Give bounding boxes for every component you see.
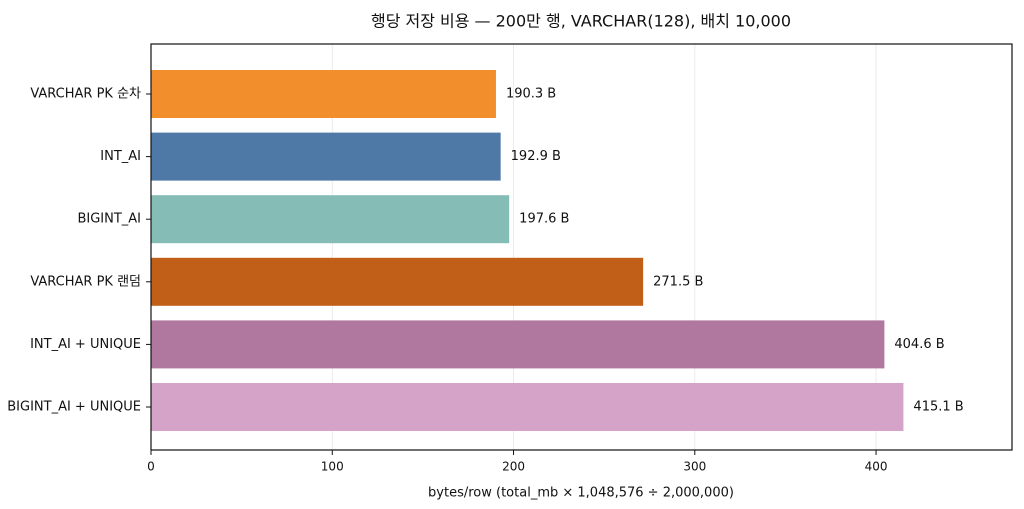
value-label: 192.9 B — [511, 149, 561, 164]
bar — [151, 383, 904, 431]
bar — [151, 257, 644, 306]
bar — [151, 195, 510, 244]
value-label: 415.1 B — [913, 400, 963, 415]
value-label: 197.6 B — [519, 212, 569, 227]
y-tick-label: INT_AI + UNIQUE — [30, 337, 141, 352]
value-label: 271.5 B — [653, 274, 703, 289]
bar — [151, 70, 496, 118]
y-tick-label: VARCHAR PK 랜덤 — [30, 274, 141, 289]
x-tick-label: 200 — [502, 460, 525, 474]
x-tick-label: 0 — [147, 460, 155, 474]
y-tick-label: INT_AI — [100, 149, 141, 164]
bar — [151, 132, 501, 181]
plot-frame — [150, 43, 1013, 451]
y-tick-label: BIGINT_AI + UNIQUE — [7, 400, 141, 415]
y-tick-label: BIGINT_AI — [77, 212, 141, 227]
value-label: 404.6 B — [894, 337, 944, 352]
value-label: 190.3 B — [506, 87, 556, 102]
x-axis-label: bytes/row (total_mb × 1,048,576 ÷ 2,000,… — [428, 486, 734, 501]
x-tick-label: 100 — [321, 460, 344, 474]
x-tick-label: 300 — [683, 460, 706, 474]
chart-title: 행당 저장 비용 — 200만 행, VARCHAR(128), 배치 10,0… — [371, 12, 791, 31]
x-tick-label: 400 — [865, 460, 888, 474]
bar — [151, 320, 885, 369]
y-tick-label: VARCHAR PK 순차 — [30, 87, 141, 102]
